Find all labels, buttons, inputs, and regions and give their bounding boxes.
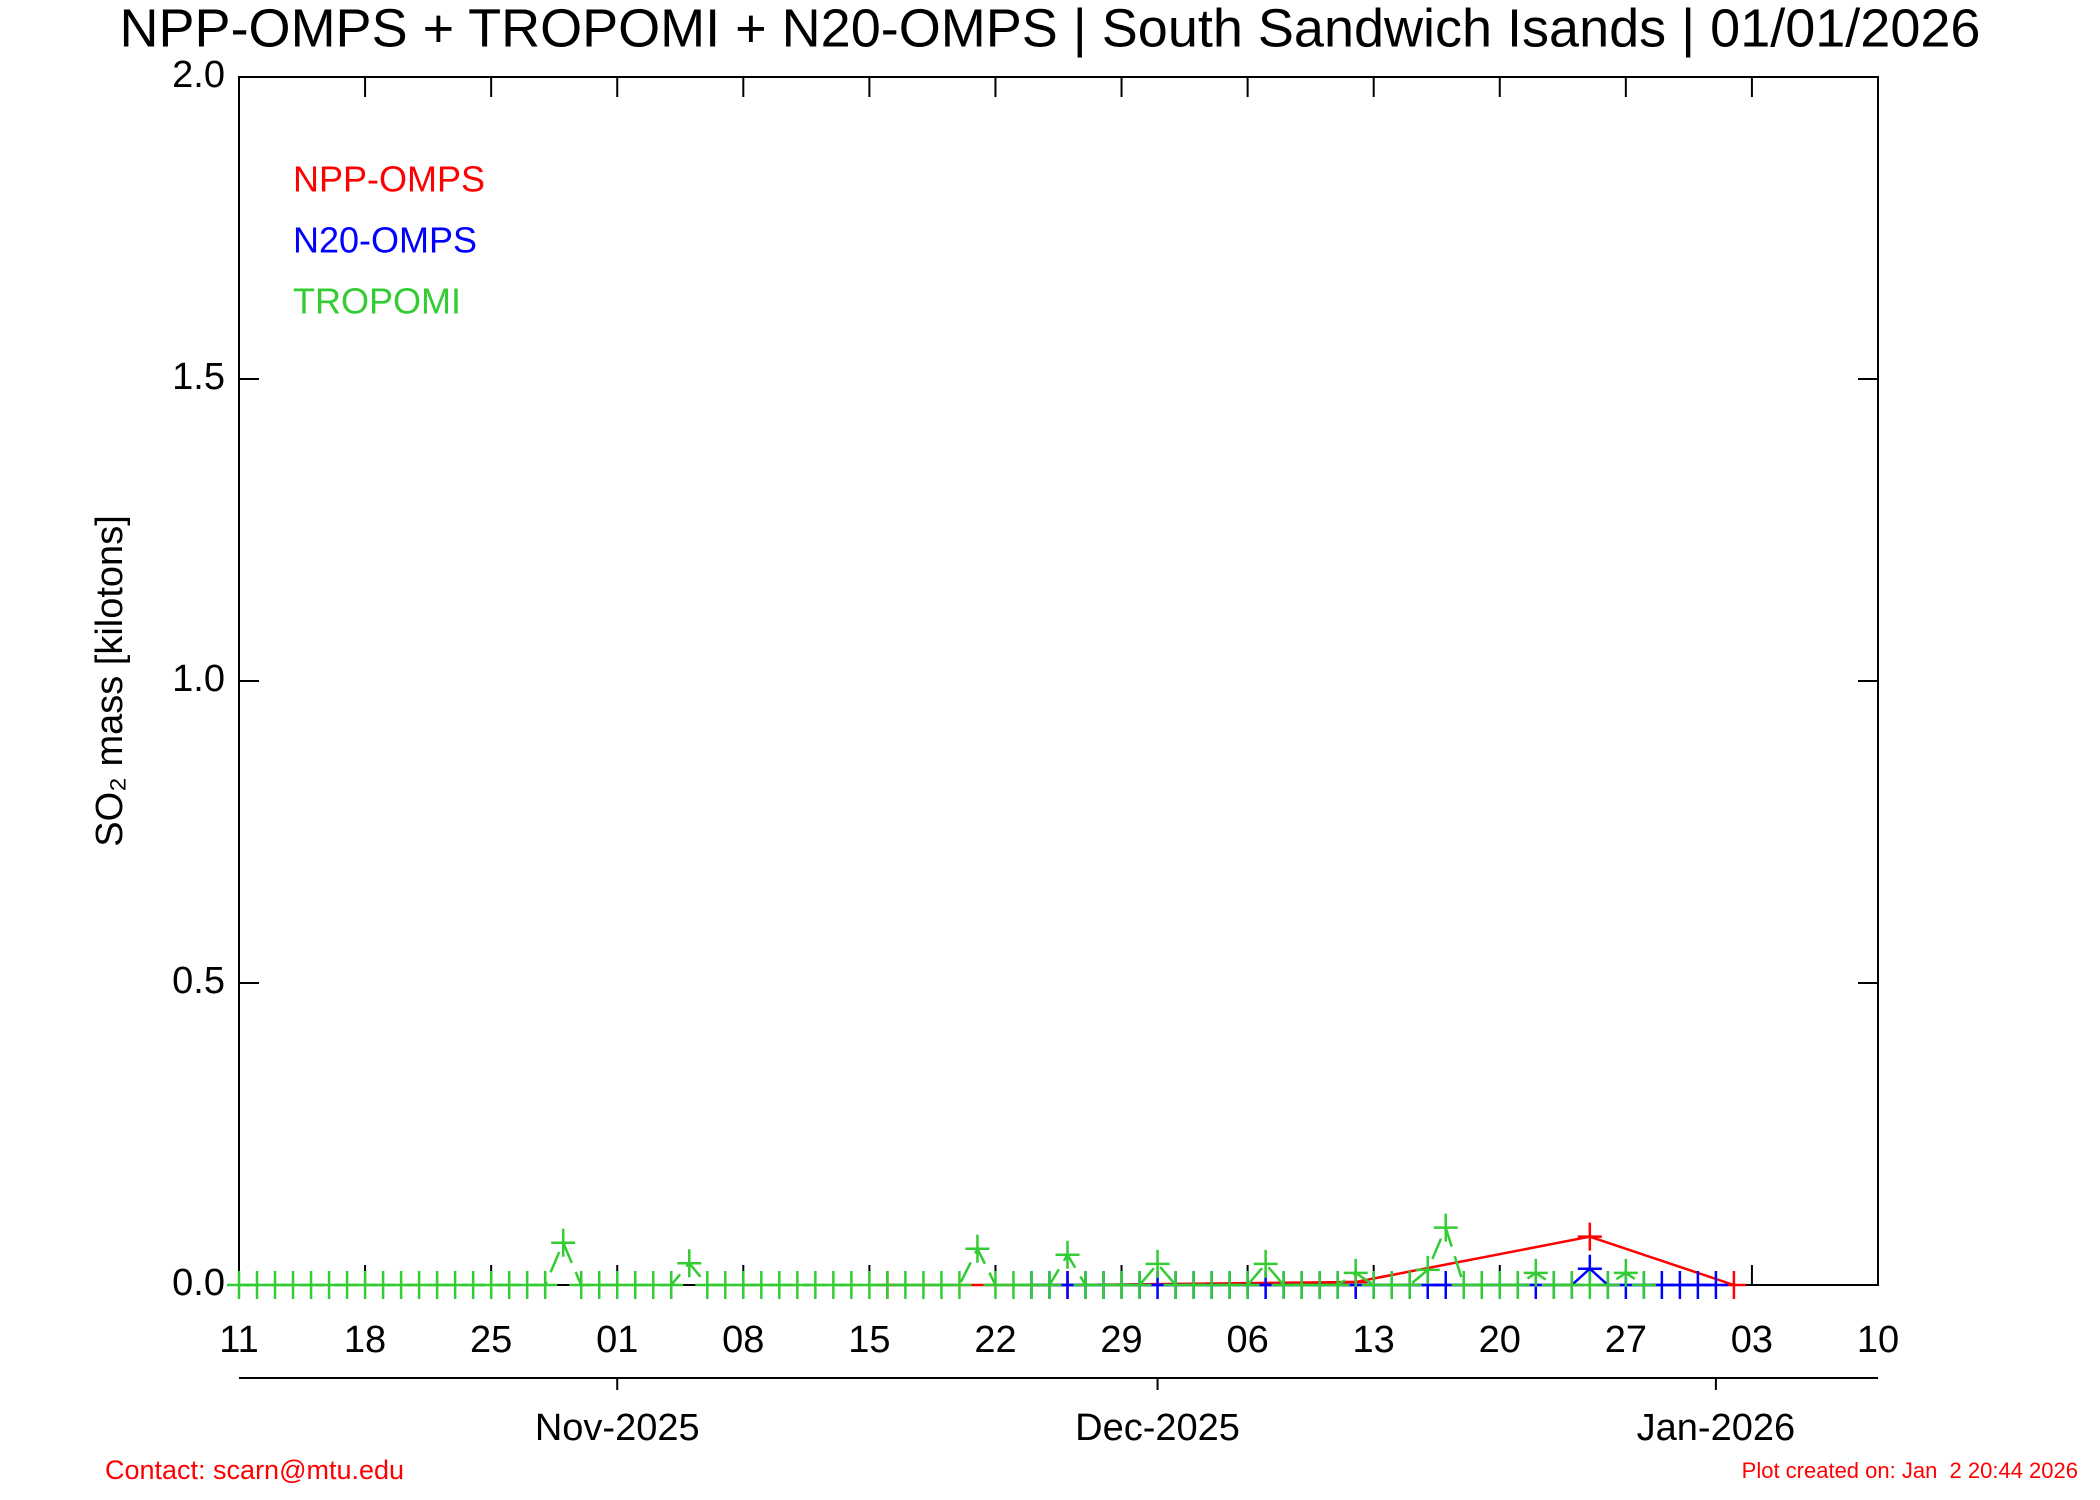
y-tick-label: 0.5 — [172, 960, 225, 1002]
y-tick-label: 1.5 — [172, 356, 225, 398]
marker — [1703, 1271, 1728, 1299]
x-tick-label: 18 — [344, 1319, 386, 1361]
month-label: Nov-2025 — [535, 1407, 700, 1449]
marker — [677, 1249, 702, 1278]
marker — [1235, 1271, 1260, 1299]
y-tick-label: 0.0 — [172, 1262, 225, 1304]
marker — [1631, 1271, 1656, 1299]
marker — [1037, 1271, 1062, 1299]
x-tick-label: 25 — [470, 1319, 512, 1361]
marker — [1613, 1258, 1638, 1287]
marker — [659, 1271, 684, 1299]
x-tick-label: 22 — [974, 1319, 1016, 1361]
marker — [1577, 1222, 1602, 1251]
marker — [533, 1271, 558, 1299]
marker — [1415, 1255, 1440, 1284]
created-note: Plot created on: Jan 2 20:44 2026 — [1742, 1458, 2078, 1483]
marker — [1505, 1271, 1530, 1299]
x-tick-label: 08 — [722, 1319, 764, 1361]
marker — [1595, 1271, 1620, 1299]
marker — [1055, 1240, 1080, 1269]
y-tick-label: 1.0 — [172, 658, 225, 700]
marker — [965, 1234, 990, 1263]
marker — [1397, 1271, 1422, 1299]
x-tick-label: 15 — [848, 1319, 890, 1361]
contact: Contact: scarn@mtu.edu — [105, 1455, 404, 1485]
chart-title: NPP-OMPS + TROPOMI + N20-OMPS | South Sa… — [120, 0, 1981, 58]
marker — [1343, 1258, 1368, 1287]
y-tick-label: 2.0 — [172, 54, 225, 96]
x-tick-label: 13 — [1353, 1319, 1395, 1361]
plot-frame — [238, 76, 1879, 1286]
x-tick-label: 06 — [1226, 1319, 1268, 1361]
x-tick-label: 27 — [1605, 1319, 1647, 1361]
x-tick-label: 29 — [1100, 1319, 1142, 1361]
x-tick-label: 03 — [1731, 1319, 1773, 1361]
marker — [1127, 1271, 1152, 1299]
month-label: Jan-2026 — [1637, 1407, 1795, 1449]
legend-entry: N20-OMPS — [293, 220, 477, 261]
x-tick-label: 20 — [1479, 1319, 1521, 1361]
y-axis-label: SO₂ mass [kilotons] — [89, 515, 131, 847]
marker — [1433, 1213, 1458, 1242]
marker — [1253, 1249, 1278, 1278]
x-tick-label: 01 — [596, 1319, 638, 1361]
month-label: Dec-2025 — [1075, 1407, 1240, 1449]
marker — [1325, 1271, 1350, 1299]
legend-entry: TROPOMI — [293, 281, 461, 322]
marker — [551, 1228, 576, 1257]
marker — [1145, 1249, 1170, 1278]
legend-entry: NPP-OMPS — [293, 159, 485, 200]
marker — [947, 1271, 972, 1299]
x-tick-label: 11 — [219, 1319, 258, 1361]
marker — [1523, 1258, 1548, 1287]
x-tick-label: 10 — [1857, 1319, 1899, 1361]
